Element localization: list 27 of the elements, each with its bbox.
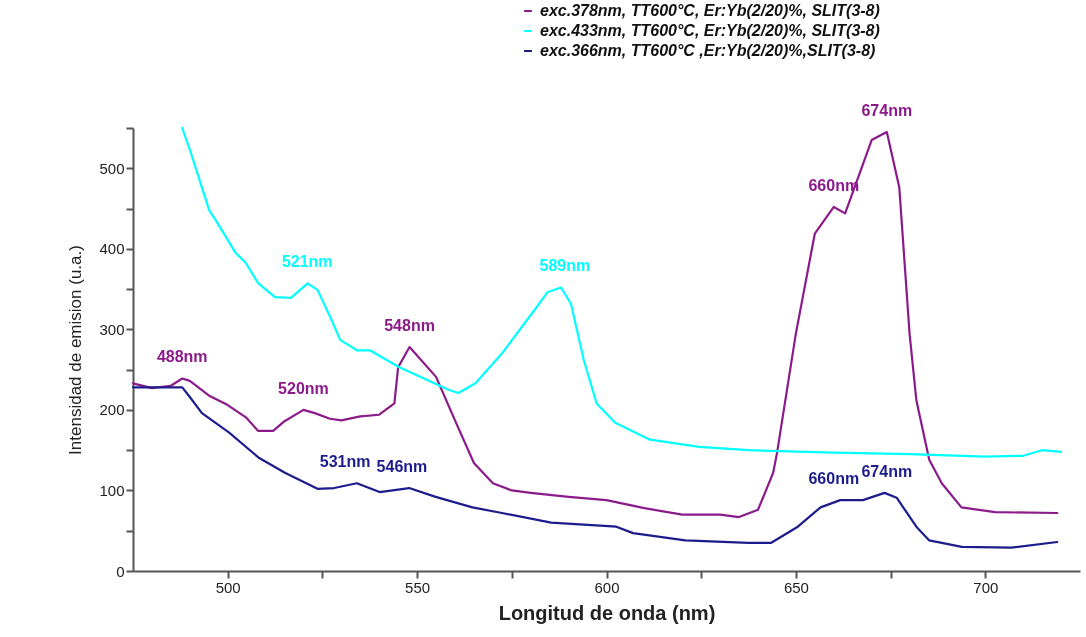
y-tick-label: 0 bbox=[116, 562, 125, 580]
x-tick-label: 550 bbox=[405, 578, 431, 596]
x-tick-label: 500 bbox=[215, 578, 241, 596]
x-axis-title: Longitud de onda (nm) bbox=[498, 601, 716, 624]
y-tick-label: 300 bbox=[99, 320, 125, 338]
annotation: 660nm bbox=[808, 470, 860, 488]
y-tick-label: 500 bbox=[99, 159, 125, 177]
x-tick-label: 700 bbox=[973, 578, 999, 596]
annotation: 674nm bbox=[861, 102, 913, 120]
legend-label: exc.378nm, TT600°C, Er:Yb(2/20)%, SLIT(3-8) bbox=[540, 2, 880, 19]
annotation: 521nm bbox=[281, 253, 333, 271]
annotation: 546nm bbox=[376, 458, 428, 476]
line-series bbox=[131, 130, 1059, 519]
annotation: 531nm bbox=[319, 453, 371, 471]
annotation: 520nm bbox=[278, 379, 329, 397]
x-tick-label: 600 bbox=[594, 578, 620, 596]
y-tick-label: 100 bbox=[99, 481, 125, 499]
legend-label: exc.433nm, TT600°C, Er:Yb(2/20)%, SLIT(3-8) bbox=[540, 22, 880, 39]
annotation: 674nm bbox=[861, 462, 913, 480]
y-tick-label: 400 bbox=[99, 240, 125, 258]
annotation: 589nm bbox=[539, 257, 591, 275]
annotation: 488nm bbox=[156, 348, 208, 366]
annotation: 548nm bbox=[384, 317, 435, 335]
x-tick-label: 650 bbox=[783, 578, 809, 596]
y-axis-title: Intensidad de emision (u.a.) bbox=[66, 245, 86, 455]
legend-label: exc.366nm, TT600°C ,Er:Yb(2/20)%,SLIT(3-8) bbox=[540, 42, 876, 59]
y-tick-label: 200 bbox=[99, 401, 125, 419]
